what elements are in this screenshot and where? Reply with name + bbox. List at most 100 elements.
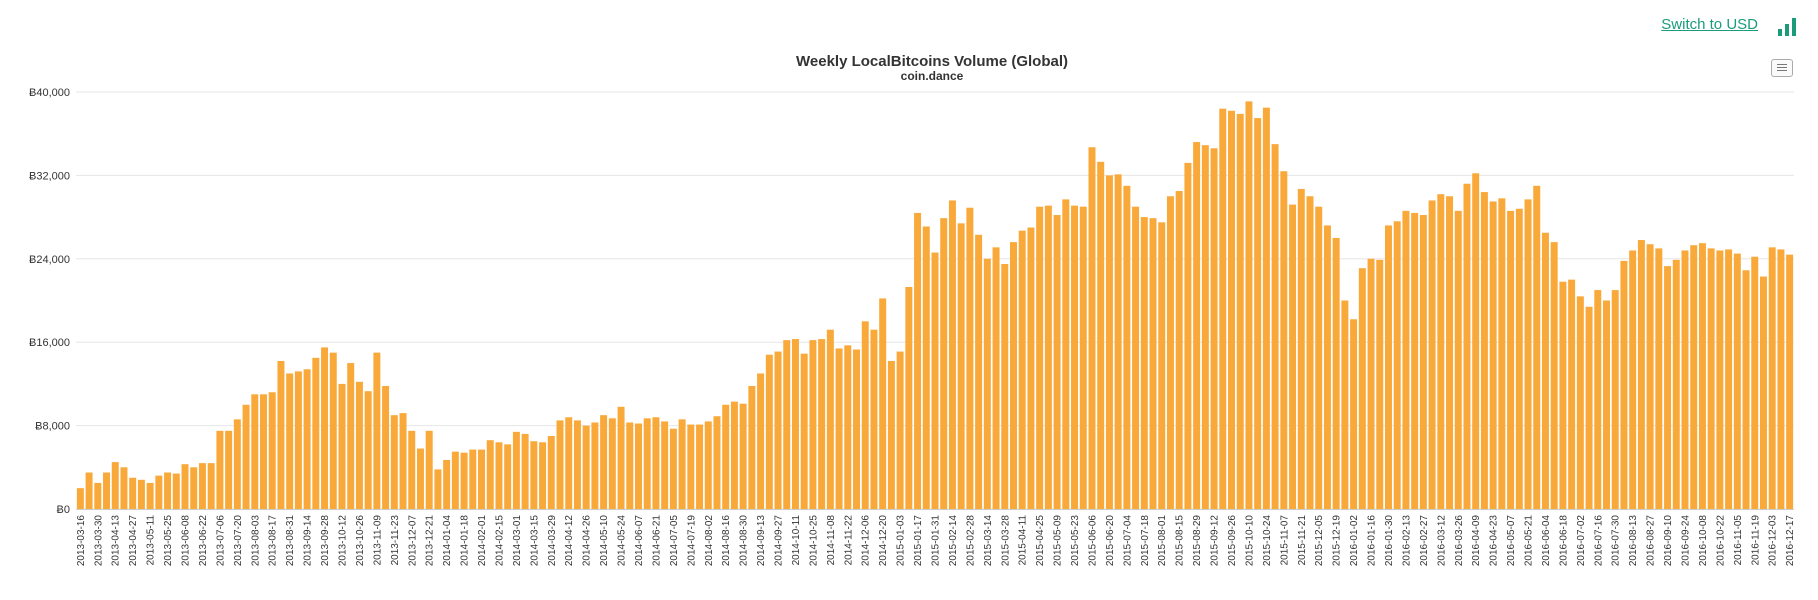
bar [373, 352, 381, 510]
x-tick-label: 2014-08-02 [704, 515, 715, 567]
bar [1620, 260, 1628, 509]
x-tick-label: 2014-01-18 [460, 515, 471, 567]
bar [1280, 171, 1288, 510]
bar [922, 226, 930, 510]
x-tick-label: 2013-03-16 [76, 515, 87, 567]
hamburger-menu-icon [1777, 67, 1787, 68]
bar [416, 448, 424, 509]
x-tick-label: 2016-07-30 [1611, 515, 1622, 567]
bar [1062, 199, 1070, 509]
bar [1489, 201, 1497, 509]
bar [277, 360, 285, 509]
x-tick-label: 2016-11-19 [1750, 515, 1761, 566]
x-tick-label: 2013-04-13 [111, 515, 122, 567]
bar [1341, 300, 1349, 509]
bar [1768, 247, 1776, 509]
x-tick-label: 2014-09-13 [756, 515, 767, 567]
x-tick-label: 2015-11-21 [1297, 515, 1308, 566]
x-tick-label: 2014-06-07 [634, 515, 645, 567]
x-tick-label: 2013-07-06 [215, 515, 226, 567]
x-tick-label: 2015-04-11 [1018, 515, 1029, 566]
x-tick-label: 2015-07-18 [1140, 515, 1151, 567]
bar [312, 357, 320, 509]
bar [887, 360, 895, 509]
bar [1594, 290, 1602, 509]
x-tick-label: 2013-07-20 [233, 515, 244, 567]
bar [1568, 279, 1576, 509]
bar [1629, 250, 1637, 509]
bar [1079, 206, 1087, 509]
bar [774, 351, 782, 509]
bar [329, 352, 337, 510]
bar [861, 321, 869, 509]
bar [478, 449, 486, 509]
bar [1655, 248, 1663, 510]
x-tick-label: 2015-08-01 [1157, 515, 1168, 567]
bar [399, 413, 407, 509]
x-tick-label: 2014-04-12 [564, 515, 575, 567]
bar [1576, 296, 1584, 509]
bar [1524, 199, 1532, 509]
x-tick-label: 2013-12-21 [425, 515, 436, 567]
y-tick-label: Ƀ16,000 [29, 337, 70, 349]
x-tick-label: 2015-10-24 [1262, 515, 1273, 567]
bar [408, 430, 416, 509]
x-tick-label: 2013-03-30 [93, 515, 104, 567]
x-tick-label: 2016-06-18 [1558, 515, 1569, 567]
x-tick-label: 2016-07-02 [1576, 515, 1587, 567]
chart-menu-button[interactable] [1771, 59, 1793, 77]
bar [443, 460, 451, 509]
x-tick-label: 2014-12-20 [878, 515, 889, 567]
x-tick-label: 2016-12-17 [1785, 515, 1796, 567]
bar-chart-icon[interactable] [1778, 18, 1798, 36]
bar [547, 436, 555, 509]
bar [469, 449, 477, 509]
x-tick-label: 2014-02-01 [477, 515, 488, 567]
x-tick-label: 2013-12-07 [407, 515, 418, 567]
bar [1236, 113, 1244, 509]
bar [1018, 230, 1026, 509]
x-tick-label: 2015-03-14 [983, 515, 994, 567]
bar [678, 419, 686, 509]
bar [85, 472, 93, 509]
bar [1550, 242, 1558, 509]
x-tick-label: 2013-04-27 [128, 515, 139, 567]
bar [486, 440, 494, 509]
x-tick-label: 2015-05-09 [1053, 515, 1064, 567]
bar [251, 394, 259, 509]
bar [146, 482, 154, 509]
bar [1698, 243, 1706, 509]
x-tick-label: 2016-03-26 [1454, 515, 1465, 567]
bar [382, 385, 390, 509]
x-tick-label: 2016-02-13 [1401, 515, 1412, 567]
bar [626, 422, 634, 509]
bar [1480, 192, 1488, 509]
bar [1323, 225, 1331, 509]
bar [1184, 162, 1192, 509]
x-tick-label: 2016-01-30 [1384, 515, 1395, 567]
bar [870, 329, 878, 509]
bar [1071, 205, 1079, 509]
x-tick-label: 2016-09-24 [1680, 515, 1691, 567]
bar [425, 430, 433, 509]
bar [853, 349, 860, 509]
bar [687, 424, 695, 509]
bar [164, 472, 172, 509]
bar [940, 218, 948, 509]
bar [608, 418, 616, 509]
switch-to-usd-link[interactable]: Switch to USD [1661, 16, 1758, 33]
x-tick-label: 2016-07-16 [1593, 515, 1604, 567]
bar [757, 373, 765, 509]
bar [1664, 266, 1672, 509]
bar [556, 420, 564, 509]
x-tick-label: 2014-07-05 [669, 515, 680, 567]
bar [268, 392, 276, 509]
bar [1376, 259, 1384, 509]
x-tick-label: 2015-08-29 [1192, 515, 1203, 567]
bar [1088, 147, 1096, 509]
bar [957, 223, 965, 509]
bar [1262, 107, 1270, 509]
bar [1559, 281, 1567, 509]
x-tick-label: 2013-11-09 [372, 515, 383, 566]
